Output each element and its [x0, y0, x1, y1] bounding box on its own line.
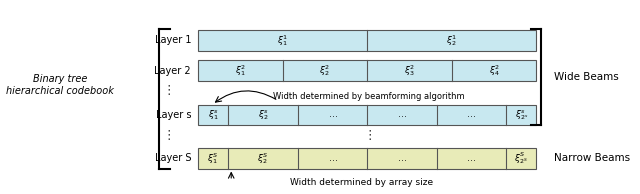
Text: $\ldots$: $\ldots$: [467, 110, 476, 119]
Bar: [198, 105, 536, 125]
Text: $\xi^2_1$: $\xi^2_1$: [235, 63, 246, 78]
Text: $\ldots$: $\ldots$: [397, 154, 407, 163]
Text: $\xi^S_1$: $\xi^S_1$: [207, 151, 219, 166]
Text: Layer S: Layer S: [154, 153, 191, 163]
Text: Binary tree
hierarchical codebook: Binary tree hierarchical codebook: [6, 74, 114, 96]
Text: $\xi^s_2$: $\xi^s_2$: [258, 108, 269, 122]
Text: Width determined by beamforming algorithm: Width determined by beamforming algorith…: [273, 92, 464, 101]
Text: Layer s: Layer s: [156, 110, 191, 120]
Text: $\vdots$: $\vdots$: [162, 128, 171, 142]
Text: Width determined by array size: Width determined by array size: [290, 178, 433, 186]
Text: Layer 1: Layer 1: [154, 36, 191, 45]
Text: Narrow Beams: Narrow Beams: [554, 153, 630, 163]
Text: $\xi^S_{2^S}$: $\xi^S_{2^S}$: [515, 150, 528, 166]
Bar: [198, 30, 536, 51]
Text: $\ldots$: $\ldots$: [328, 154, 337, 163]
Text: $\xi^s_{2^s}$: $\xi^s_{2^s}$: [515, 108, 528, 122]
Text: $\ldots$: $\ldots$: [328, 110, 337, 119]
Text: $\xi^1_1$: $\xi^1_1$: [277, 33, 288, 48]
Text: $\ldots$: $\ldots$: [467, 154, 476, 163]
Text: $\vdots$: $\vdots$: [162, 83, 171, 97]
Text: Layer 2: Layer 2: [154, 66, 191, 76]
Text: $\ldots$: $\ldots$: [397, 110, 407, 119]
Text: $\xi^2_3$: $\xi^2_3$: [404, 63, 415, 78]
Text: $\xi^s_1$: $\xi^s_1$: [208, 108, 219, 122]
Bar: [198, 148, 536, 169]
Text: $\xi^1_2$: $\xi^1_2$: [446, 33, 458, 48]
Text: $\vdots$: $\vdots$: [363, 128, 372, 142]
Bar: [198, 60, 536, 81]
Text: $\xi^S_2$: $\xi^S_2$: [257, 151, 269, 166]
Text: $\xi^2_4$: $\xi^2_4$: [488, 63, 500, 78]
Text: Wide Beams: Wide Beams: [554, 72, 618, 82]
Text: $\xi^2_2$: $\xi^2_2$: [319, 63, 330, 78]
